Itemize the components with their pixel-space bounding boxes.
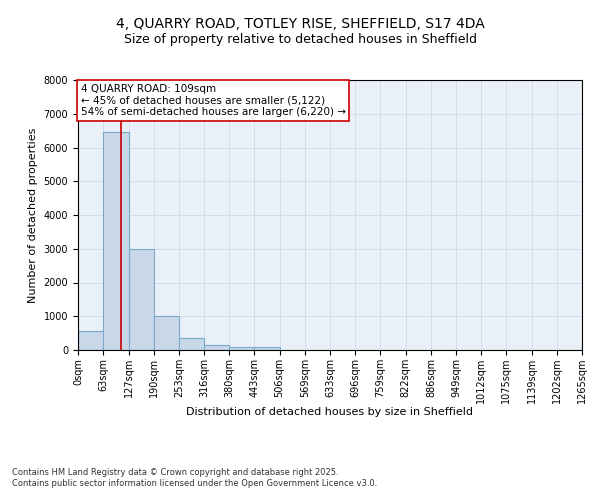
Bar [229,346,254,350]
Bar [128,249,154,350]
Text: 4 QUARRY ROAD: 109sqm
← 45% of detached houses are smaller (5,122)
54% of semi-d: 4 QUARRY ROAD: 109sqm ← 45% of detached … [80,84,346,117]
Text: Size of property relative to detached houses in Sheffield: Size of property relative to detached ho… [124,32,476,46]
Text: 4, QUARRY ROAD, TOTLEY RISE, SHEFFIELD, S17 4DA: 4, QUARRY ROAD, TOTLEY RISE, SHEFFIELD, … [116,18,484,32]
Bar [179,338,204,350]
Text: Contains HM Land Registry data © Crown copyright and database right 2025.
Contai: Contains HM Land Registry data © Crown c… [12,468,377,487]
Bar [154,316,179,350]
Bar [204,345,229,350]
X-axis label: Distribution of detached houses by size in Sheffield: Distribution of detached houses by size … [187,408,473,418]
Y-axis label: Number of detached properties: Number of detached properties [28,128,38,302]
Bar [103,132,128,350]
Bar [78,332,103,350]
Bar [254,348,280,350]
